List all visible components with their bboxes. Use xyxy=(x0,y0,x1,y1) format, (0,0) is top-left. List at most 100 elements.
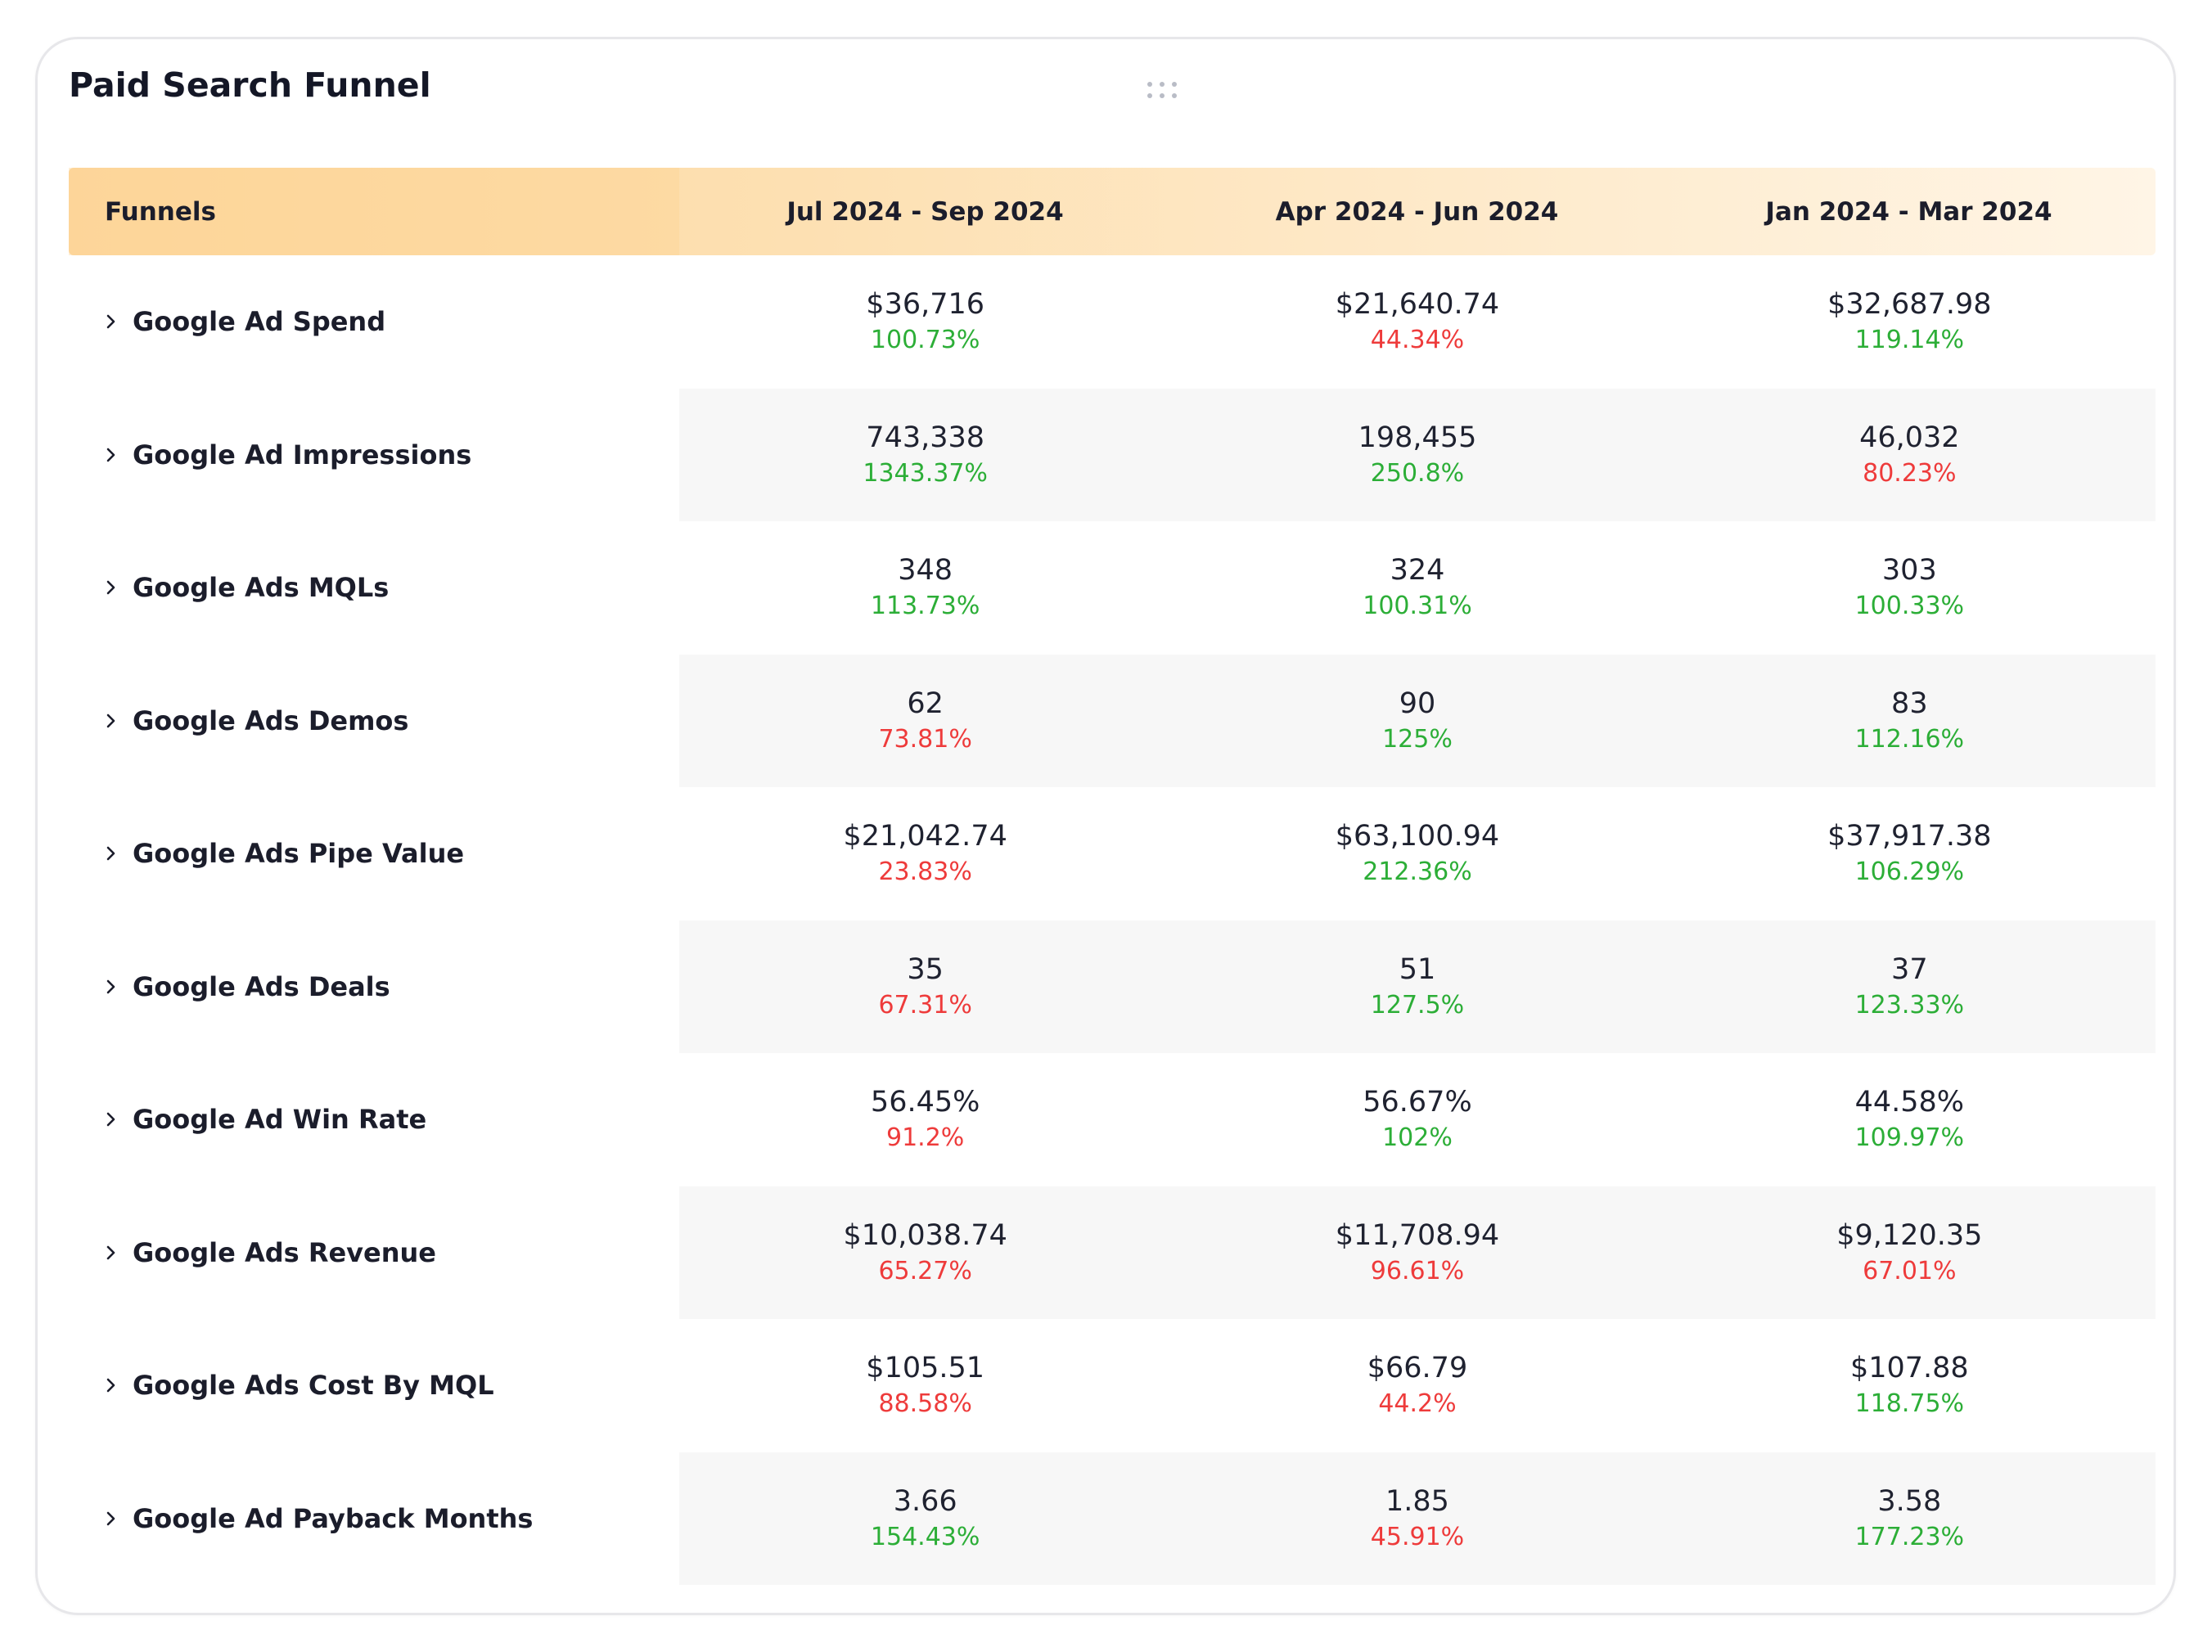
paid-search-funnel-card xyxy=(35,37,2176,1615)
metric-cell: $66.79 44.2% xyxy=(1171,1319,1663,1452)
metric-cell: $9,120.35 67.01% xyxy=(1664,1186,2156,1320)
row-expander[interactable]: Google Ads Revenue xyxy=(69,1186,679,1320)
table-row[interactable]: Google Ad Payback Months 3.66 154.43% 1.85 4… xyxy=(69,1452,2156,1586)
metric-cell: $107.88 118.75% xyxy=(1664,1319,2156,1452)
metric-percent-change: 88.58% xyxy=(878,1389,972,1419)
row-label: Google Ad Win Rate xyxy=(133,1104,427,1136)
metric-value: $66.79 xyxy=(1367,1352,1468,1385)
chevron-right-icon[interactable] xyxy=(100,709,123,732)
metric-value: 83 xyxy=(1891,686,1928,720)
row-values: $10,038.74 65.27% $11,708.94 96.61% $9,120.3… xyxy=(679,1186,2156,1320)
metric-cell: $36,716 100.73% xyxy=(679,255,1171,389)
table-row[interactable]: Google Ad Impressions 743,338 1343.37% 198,… xyxy=(69,388,2156,522)
row-expander[interactable]: Google Ads Deals xyxy=(69,921,679,1054)
row-label: Google Ad Spend xyxy=(133,306,386,338)
chevron-right-icon[interactable] xyxy=(100,1241,123,1264)
metric-percent-change: 23.83% xyxy=(878,858,972,887)
metric-percent-change: 102% xyxy=(1382,1123,1453,1153)
table-row[interactable]: Google Ad Win Rate 56.45% 91.2% 56.67% 102% 4… xyxy=(69,1053,2156,1186)
metric-percent-change: 212.36% xyxy=(1363,858,1472,887)
metric-percent-change: 91.2% xyxy=(886,1123,965,1153)
row-expander[interactable]: Google Ad Win Rate xyxy=(69,1053,679,1186)
table-row[interactable]: Google Ads Deals 35 67.31% 51 127.5% 37 123.33… xyxy=(69,920,2156,1054)
metric-value: 56.45% xyxy=(870,1086,980,1119)
metric-value: 62 xyxy=(907,686,944,720)
metric-cell: 46,032 80.23% xyxy=(1664,389,2156,522)
row-label: Google Ads Demos xyxy=(133,704,409,736)
metric-cell: $63,100.94 212.36% xyxy=(1171,787,1663,921)
metric-percent-change: 73.81% xyxy=(878,724,972,754)
metric-cell: 44.58% 109.97% xyxy=(1664,1053,2156,1186)
metric-percent-change: 250.8% xyxy=(1370,458,1465,488)
row-expander[interactable]: Google Ad Impressions xyxy=(69,389,679,522)
row-values: $21,042.74 23.83% $63,100.94 212.36% $37,917… xyxy=(679,787,2156,921)
metric-value: $9,120.35 xyxy=(1836,1218,1983,1252)
table-row[interactable]: Google Ads Demos 62 73.81% 90 125% 83 112.16% xyxy=(69,654,2156,788)
chevron-right-icon[interactable] xyxy=(100,975,123,998)
row-expander[interactable]: Google Ads MQLs xyxy=(69,521,679,655)
metric-value: 44.58% xyxy=(1854,1086,1965,1119)
metric-cell: $32,687.98 119.14% xyxy=(1664,255,2156,389)
metric-cell: 348 113.73% xyxy=(679,521,1171,655)
metric-percent-change: 67.31% xyxy=(878,990,972,1020)
metric-percent-change: 67.01% xyxy=(1863,1256,1957,1285)
chevron-right-icon[interactable] xyxy=(100,576,123,599)
row-values: 35 67.31% 51 127.5% 37 123.33% xyxy=(679,920,2156,1054)
metric-cell: $105.51 88.58% xyxy=(679,1319,1171,1452)
metric-percent-change: 96.61% xyxy=(1370,1256,1465,1285)
metric-cell: 743,338 1343.37% xyxy=(679,389,1171,522)
metric-percent-change: 100.73% xyxy=(870,326,980,355)
metric-value: 303 xyxy=(1881,554,1937,587)
metric-value: 348 xyxy=(898,554,953,587)
metric-percent-change: 127.5% xyxy=(1370,990,1465,1020)
row-expander[interactable]: Google Ads Demos xyxy=(69,655,679,788)
table-row[interactable]: Google Ads MQLs 348 113.73% 324 100.31% 303 10… xyxy=(69,521,2156,655)
metric-cell: 90 125% xyxy=(1171,655,1663,788)
chevron-right-icon[interactable] xyxy=(100,1507,123,1530)
metric-value: $36,716 xyxy=(866,288,985,322)
drag-handle-icon[interactable] xyxy=(1147,82,1183,100)
table-row[interactable]: Google Ads Cost By MQL $105.51 88.58% $66.7… xyxy=(69,1319,2156,1452)
row-expander[interactable]: Google Ads Cost By MQL xyxy=(69,1319,679,1452)
metric-cell: 303 100.33% xyxy=(1664,521,2156,655)
metric-value: 1.85 xyxy=(1385,1484,1449,1518)
row-label: Google Ad Impressions xyxy=(133,439,472,470)
metric-value: 51 xyxy=(1399,952,1436,986)
row-values: 56.45% 91.2% 56.67% 102% 44.58% 109.97% xyxy=(679,1053,2156,1186)
metric-value: 3.66 xyxy=(893,1484,957,1518)
row-expander[interactable]: Google Ad Spend xyxy=(69,255,679,389)
row-values: $36,716 100.73% $21,640.74 44.34% $32,687.98… xyxy=(679,255,2156,389)
metric-percent-change: 123.33% xyxy=(1854,990,1965,1020)
metric-value: 90 xyxy=(1399,686,1436,720)
table-row[interactable]: Google Ads Revenue $10,038.74 65.27% $11,70… xyxy=(69,1186,2156,1320)
chevron-right-icon[interactable] xyxy=(100,1108,123,1131)
metric-cell: 51 127.5% xyxy=(1171,921,1663,1054)
table-row[interactable]: Google Ads Pipe Value $21,042.74 23.83% $63… xyxy=(69,787,2156,921)
row-expander[interactable]: Google Ad Payback Months xyxy=(69,1452,679,1586)
chevron-right-icon[interactable] xyxy=(100,310,123,333)
chevron-right-icon[interactable] xyxy=(100,443,123,466)
metric-cell: $21,640.74 44.34% xyxy=(1171,255,1663,389)
metric-percent-change: 100.31% xyxy=(1363,592,1472,621)
table-row[interactable]: Google Ad Spend $36,716 100.73% $21,640.74 4… xyxy=(69,255,2156,389)
metric-percent-change: 125% xyxy=(1382,724,1453,754)
metric-percent-change: 44.2% xyxy=(1378,1389,1457,1419)
metric-percent-change: 119.14% xyxy=(1854,326,1965,355)
metric-percent-change: 118.75% xyxy=(1854,1389,1965,1419)
metric-value: $21,042.74 xyxy=(843,820,1007,853)
row-values: $105.51 88.58% $66.79 44.2% $107.88 118.75% xyxy=(679,1319,2156,1452)
metric-value: $37,917.38 xyxy=(1827,820,1992,853)
row-expander[interactable]: Google Ads Pipe Value xyxy=(69,787,679,921)
chevron-right-icon[interactable] xyxy=(100,1374,123,1397)
metric-cell: 37 123.33% xyxy=(1664,921,2156,1054)
metric-value: 743,338 xyxy=(866,421,985,454)
metric-cell: 324 100.31% xyxy=(1171,521,1663,655)
column-header-period-3: Jan 2024 - Mar 2024 xyxy=(1765,196,2052,227)
chevron-right-icon[interactable] xyxy=(100,842,123,865)
row-values: 348 113.73% 324 100.31% 303 100.33% xyxy=(679,521,2156,655)
metric-cell: 56.67% 102% xyxy=(1171,1053,1663,1186)
metric-percent-change: 154.43% xyxy=(870,1522,980,1551)
column-header-period-2: Apr 2024 - Jun 2024 xyxy=(1275,196,1559,227)
row-label: Google Ads Revenue xyxy=(133,1236,436,1268)
metric-cell: 62 73.81% xyxy=(679,655,1171,788)
